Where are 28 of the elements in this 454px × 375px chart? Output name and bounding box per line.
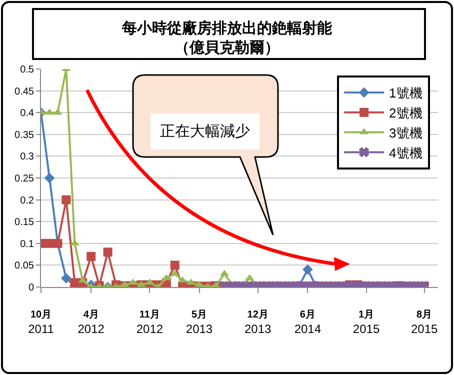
y-tick-label: 0.35 [14,130,34,141]
y-tick-label: 0.05 [14,260,34,272]
y-tick-label: 0 [28,282,34,294]
y-tick-label: 0.5 [20,64,34,76]
legend-label: 2號機 [389,105,422,120]
x-tick-label: 6月 2014 [294,309,322,336]
y-tick-label: 0.1 [20,238,34,250]
x-tick-label: 8月 2015 [410,309,438,336]
x-tick-label: 4月 2012 [78,309,105,336]
point [44,172,55,184]
annotation: 正在大幅減少 [160,123,250,140]
legend-label: 1號機 [389,86,422,101]
x-tick-label: 10月 2011 [28,309,54,336]
y-tick-label: 0.25 [14,174,34,184]
x-tick-label: 5月 2013 [186,309,213,336]
y-tick-label: 0.15 [14,217,34,228]
legend-label: 4號機 [389,145,422,160]
point [62,195,71,204]
y-tick-label: 0.2 [20,195,34,206]
y-tick-label: 0.45 [14,86,34,98]
y-tick-label: 0.4 [20,108,34,120]
x-tick-label: 12月 2013 [244,309,272,336]
x-tick-label: 1月 2015 [352,309,380,336]
chart-title: 每小時從廠房排放出的銫輻射能（億貝克勒爾） [121,19,333,56]
point [86,252,96,261]
x-tick-label: 11月 2012 [136,309,164,336]
legend-label: 3號機 [389,125,422,140]
y-tick-label: 0.3 [20,152,34,163]
